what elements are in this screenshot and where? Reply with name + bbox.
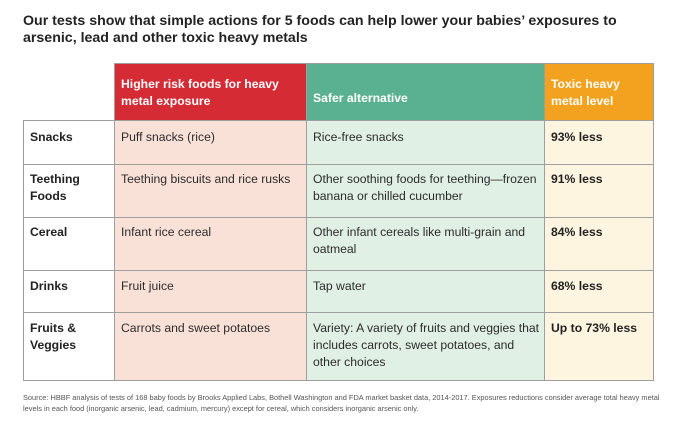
table-row: Snacks Puff snacks (rice) Rice-free snac… bbox=[23, 120, 654, 165]
metal-level-reduction: 68% less bbox=[544, 270, 654, 313]
safer-alternative: Other infant cereals like multi-grain an… bbox=[306, 217, 545, 271]
safer-alternative: Tap water bbox=[306, 270, 545, 313]
metal-level-reduction: 91% less bbox=[544, 164, 654, 218]
table-row: Teething Foods Teething biscuits and ric… bbox=[23, 164, 654, 218]
metal-level-reduction: 93% less bbox=[544, 120, 654, 165]
metal-level-reduction: 84% less bbox=[544, 217, 654, 271]
header-toxic-metal-level: Toxic heavy metal level bbox=[544, 63, 654, 121]
header-blank-cell bbox=[23, 63, 115, 121]
risk-food: Carrots and sweet potatoes bbox=[114, 312, 307, 381]
food-category: Fruits & Veggies bbox=[23, 312, 115, 381]
food-category: Cereal bbox=[23, 217, 115, 271]
safer-alternative: Other soothing foods for teething—frozen… bbox=[306, 164, 545, 218]
food-category: Snacks bbox=[23, 120, 115, 165]
safer-alternative: Variety: A variety of fruits and veggies… bbox=[306, 312, 545, 381]
page-title: Our tests show that simple actions for 5… bbox=[23, 13, 617, 46]
risk-food: Teething biscuits and rice rusks bbox=[114, 164, 307, 218]
metal-level-reduction: Up to 73% less bbox=[544, 312, 654, 381]
risk-food: Infant rice cereal bbox=[114, 217, 307, 271]
source-note: Source: HBBF analysis of tests of 168 ba… bbox=[23, 393, 660, 413]
table-header-row: Higher risk foods for heavy metal exposu… bbox=[23, 63, 654, 121]
safer-alternative: Rice-free snacks bbox=[306, 120, 545, 165]
food-comparison-table: Higher risk foods for heavy metal exposu… bbox=[23, 63, 654, 381]
header-higher-risk-foods: Higher risk foods for heavy metal exposu… bbox=[114, 63, 307, 121]
food-category: Drinks bbox=[23, 270, 115, 313]
header-safer-alternative: Safer alternative bbox=[306, 63, 545, 121]
table-row: Cereal Infant rice cereal Other infant c… bbox=[23, 217, 654, 271]
risk-food: Fruit juice bbox=[114, 270, 307, 313]
risk-food: Puff snacks (rice) bbox=[114, 120, 307, 165]
food-category: Teething Foods bbox=[23, 164, 115, 218]
table-row: Fruits & Veggies Carrots and sweet potat… bbox=[23, 312, 654, 381]
table-row: Drinks Fruit juice Tap water 68% less bbox=[23, 270, 654, 313]
